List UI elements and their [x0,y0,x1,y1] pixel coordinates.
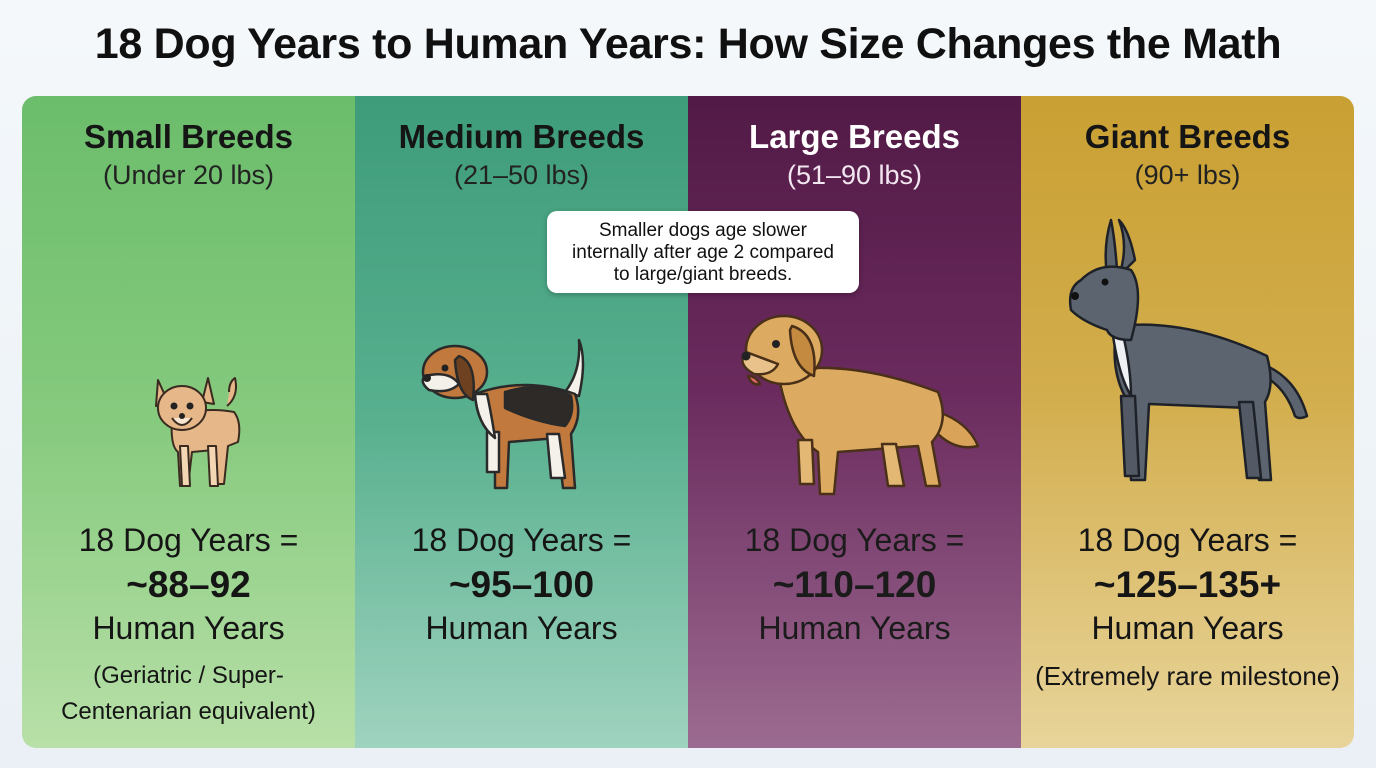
panel-title: Giant Breeds [1084,118,1291,155]
human-years-label: Human Years [92,610,285,646]
panel-small-breeds: Small Breeds (Under 20 lbs) 18 Dog Years… [22,96,355,748]
great-dane-icon [1068,218,1309,482]
beagle-icon [421,338,585,490]
equation-label: 18 Dog Years = [411,522,632,558]
golden-retriever-icon [741,314,980,496]
panel-large-breeds: Large Breeds (51–90 lbs) 18 Dog Years = … [688,96,1021,748]
equation-label: 18 Dog Years = [78,522,299,558]
panel-giant-breeds: Giant Breeds (90+ lbs) 18 Dog Years = ~1… [1021,96,1354,748]
human-years-range: ~125–135+ [1093,564,1282,605]
callout-line: Smaller dogs age slower [598,220,808,241]
panel-medium-breeds: Medium Breeds (21–50 lbs) 18 Dog Years =… [355,96,688,748]
panel-note: (Geriatric / Super-Centenarian equivalen… [61,662,316,725]
chihuahua-icon [155,377,241,487]
equation-label: 18 Dog Years = [744,522,965,558]
panel-weight: (51–90 lbs) [786,160,923,190]
panel-weight: (90+ lbs) [1134,160,1241,190]
panel-title: Large Breeds [749,118,960,155]
panel-weight: (Under 20 lbs) [102,160,275,190]
panel-title: Medium Breeds [398,118,645,155]
callout-line: internally after age 2 compared [572,242,834,263]
human-years-label: Human Years [425,610,618,646]
human-years-range: ~88–92 [126,564,251,605]
panel-weight: (21–50 lbs) [453,160,590,190]
callout-note: Smaller dogs age slower internally after… [547,211,859,293]
human-years-range: ~95–100 [448,564,595,605]
breed-panels: Small Breeds (Under 20 lbs) 18 Dog Years… [22,96,1354,748]
human-years-range: ~110–120 [772,564,937,605]
page-title: 18 Dog Years to Human Years: How Size Ch… [94,20,1282,68]
panel-title: Small Breeds [83,118,294,155]
human-years-label: Human Years [1091,610,1284,646]
equation-label: 18 Dog Years = [1077,522,1298,558]
callout-line: to large/giant breeds. [613,264,793,285]
human-years-label: Human Years [758,610,951,646]
panel-note: (Extremely rare milestone) [1035,661,1340,691]
